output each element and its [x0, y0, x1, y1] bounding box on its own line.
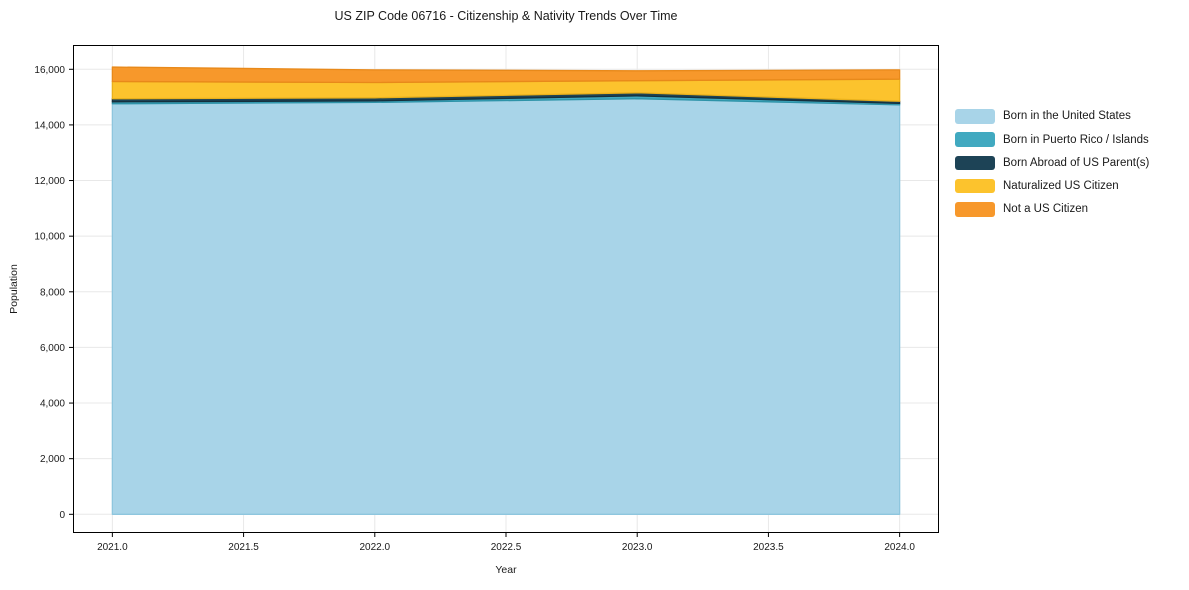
legend-label: Not a US Citizen — [1003, 203, 1089, 216]
y-tick-label: 0 — [59, 510, 65, 521]
y-axis-label: Population — [8, 264, 20, 314]
y-tick-label: 8,000 — [40, 287, 65, 298]
y-tick-label: 10,000 — [34, 232, 65, 243]
legend-swatch — [955, 109, 995, 124]
plot-border — [73, 45, 939, 533]
legend-item-4: Not a US Citizen — [955, 202, 1149, 217]
legend: Born in the United States Born in Puerto … — [955, 109, 1149, 225]
x-tick-label: 2022.0 — [359, 542, 390, 553]
x-tick-label: 2023.0 — [622, 542, 653, 553]
x-axis-label: Year — [495, 564, 517, 576]
legend-swatch — [955, 155, 995, 171]
y-tick-label: 4,000 — [40, 399, 65, 410]
x-tick-label: 2024.0 — [884, 542, 915, 553]
x-tick-label: 2022.5 — [491, 542, 522, 553]
legend-item-3: Naturalized US Citizen — [955, 178, 1149, 194]
legend-swatch — [955, 202, 995, 217]
legend-label: Born in the United States — [1003, 110, 1131, 123]
y-tick-label: 6,000 — [40, 343, 65, 354]
legend-label: Naturalized US Citizen — [1003, 180, 1119, 193]
x-tick-label: 2021.5 — [228, 542, 259, 553]
legend-item-0: Born in the United States — [955, 109, 1149, 124]
legend-swatch — [955, 132, 995, 147]
x-tick-label: 2021.0 — [97, 542, 128, 553]
legend-item-2: Born Abroad of US Parent(s) — [955, 155, 1150, 171]
legend-label: Born in Puerto Rico / Islands — [1003, 133, 1149, 146]
area-band-0 — [111, 98, 901, 515]
area-band-4 — [111, 66, 901, 84]
x-tick-label: 2023.5 — [753, 542, 784, 553]
chart-title: US ZIP Code 06716 - Citizenship & Nativi… — [334, 9, 678, 23]
legend-label: Born Abroad of US Parent(s) — [1003, 156, 1150, 169]
legend-swatch — [955, 178, 995, 194]
y-tick-label: 2,000 — [40, 454, 65, 465]
y-tick-label: 16,000 — [34, 65, 65, 76]
legend-item-1: Born in Puerto Rico / Islands — [955, 132, 1149, 147]
y-tick-label: 14,000 — [34, 120, 65, 131]
y-tick-label: 12,000 — [34, 176, 65, 187]
